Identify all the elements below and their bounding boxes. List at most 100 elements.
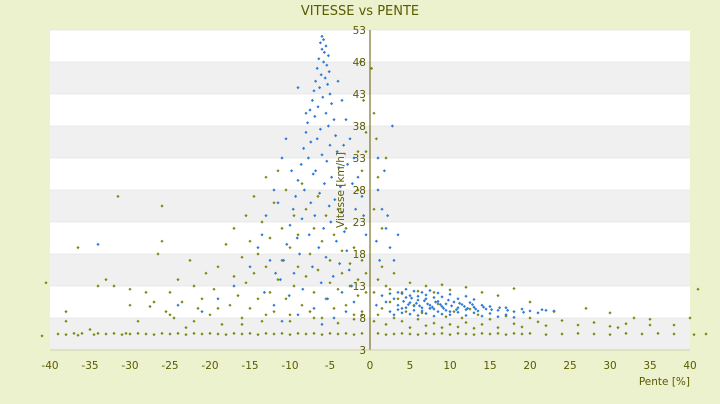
data-point — [464, 285, 468, 289]
data-point — [448, 322, 452, 326]
data-point — [428, 303, 432, 307]
data-point — [336, 321, 340, 325]
data-point — [360, 331, 364, 335]
data-point — [294, 194, 298, 198]
data-point — [356, 188, 360, 192]
data-point — [428, 306, 432, 310]
y-tick-label: 33 — [353, 153, 366, 165]
data-point — [424, 293, 428, 297]
data-point — [536, 311, 540, 315]
data-point — [288, 246, 292, 250]
data-point — [448, 288, 452, 292]
data-point — [416, 294, 420, 298]
data-point — [354, 207, 358, 211]
data-point — [307, 233, 311, 237]
data-point — [304, 274, 308, 278]
data-point — [404, 295, 408, 300]
data-point — [376, 278, 380, 282]
data-point — [200, 310, 204, 314]
data-point — [412, 304, 416, 308]
data-point — [544, 333, 548, 337]
data-point — [326, 82, 330, 86]
data-point — [474, 307, 478, 311]
data-point — [96, 331, 100, 335]
data-point — [470, 302, 474, 307]
data-point — [378, 258, 382, 262]
data-point — [342, 143, 346, 147]
data-point — [446, 298, 450, 302]
data-point — [374, 137, 378, 141]
data-point — [376, 313, 380, 317]
data-point — [92, 333, 96, 337]
data-point — [320, 316, 324, 320]
data-point — [528, 331, 532, 335]
data-point — [392, 271, 396, 275]
data-point — [520, 307, 524, 311]
data-point — [301, 287, 305, 291]
data-point — [376, 188, 380, 192]
data-point — [454, 308, 458, 312]
data-point — [312, 331, 316, 335]
data-point — [322, 60, 326, 64]
data-point — [512, 322, 516, 326]
data-point — [328, 281, 332, 285]
x-tick-label: -10 — [281, 360, 298, 372]
data-point — [88, 327, 92, 332]
data-point — [468, 301, 472, 305]
data-point — [504, 306, 508, 310]
data-point — [496, 308, 500, 312]
data-point — [260, 319, 264, 323]
data-point — [304, 332, 308, 336]
x-tick-label: -35 — [81, 360, 98, 372]
data-point — [560, 318, 564, 323]
data-point — [302, 188, 306, 192]
data-point — [624, 322, 628, 326]
series-2 — [96, 34, 556, 326]
data-point — [288, 313, 292, 317]
y-tick-label: 43 — [353, 89, 366, 101]
data-point — [464, 294, 468, 298]
data-point — [224, 242, 228, 246]
data-point — [321, 95, 325, 99]
data-point — [360, 310, 364, 314]
data-point — [448, 313, 452, 317]
data-point — [128, 303, 132, 307]
data-point — [370, 66, 374, 70]
data-point — [376, 156, 380, 160]
data-point — [362, 214, 366, 218]
data-point — [136, 331, 140, 335]
data-point — [448, 292, 452, 296]
data-point — [420, 309, 424, 313]
data-point — [256, 333, 260, 337]
data-point — [444, 315, 448, 319]
data-point — [326, 124, 330, 128]
data-point — [328, 331, 332, 335]
data-point — [416, 333, 420, 337]
data-point — [325, 159, 329, 163]
data-point — [552, 309, 556, 313]
data-point — [332, 306, 336, 310]
data-point — [184, 326, 188, 330]
data-point — [274, 271, 278, 275]
data-point — [312, 306, 316, 310]
data-point — [528, 300, 532, 304]
data-point — [442, 306, 446, 310]
data-point — [438, 302, 442, 307]
data-point — [444, 308, 448, 312]
data-point — [200, 297, 204, 301]
axes — [50, 30, 690, 351]
data-point — [304, 130, 308, 134]
data-points — [40, 34, 708, 338]
data-point — [308, 108, 312, 112]
data-point — [232, 284, 236, 288]
data-point — [268, 258, 272, 262]
y-tick-label: 38 — [353, 121, 366, 133]
data-point — [496, 294, 500, 298]
data-point — [358, 60, 362, 64]
data-point — [300, 182, 304, 186]
data-point — [64, 310, 68, 314]
data-point — [56, 332, 60, 336]
data-point — [344, 226, 348, 230]
data-point — [408, 301, 412, 305]
data-point — [400, 311, 404, 315]
